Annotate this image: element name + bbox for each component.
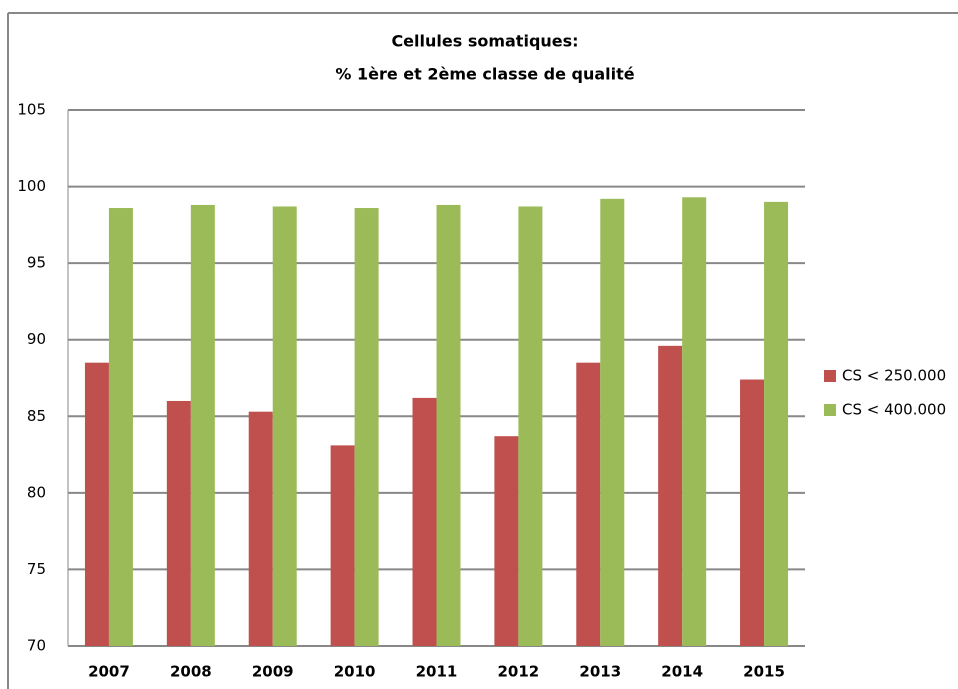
y-tick-label: 95 (27, 254, 46, 272)
y-tick-label: 90 (27, 330, 46, 348)
bar (84, 362, 109, 646)
chart-title: Cellules somatiques: (391, 32, 578, 51)
legend-label: CS < 400.000 (842, 401, 946, 419)
chart-title: % 1ère et 2ème classe de qualité (335, 65, 634, 84)
y-tick-label: 100 (17, 177, 46, 195)
x-tick-label: 2008 (170, 663, 212, 681)
bar (190, 204, 215, 646)
bar (108, 208, 133, 647)
bar (764, 201, 789, 646)
bar (330, 445, 355, 646)
bar (412, 397, 437, 646)
legend-swatch (824, 404, 836, 416)
legend-label: CS < 250.000 (842, 367, 946, 385)
bar (272, 206, 297, 647)
x-tick-label: 2011 (416, 663, 458, 681)
y-tick-label: 105 (17, 101, 46, 119)
bar (658, 345, 683, 646)
x-tick-label: 2007 (88, 663, 130, 681)
y-tick-label: 75 (27, 560, 46, 578)
bar (166, 400, 191, 646)
x-tick-label: 2010 (334, 663, 376, 681)
bar (518, 206, 543, 647)
bar (354, 208, 379, 647)
bar (682, 197, 707, 646)
y-tick-label: 85 (27, 407, 46, 425)
legend-swatch (824, 370, 836, 382)
bar (436, 204, 461, 646)
y-tick-label: 70 (27, 637, 46, 655)
bar (494, 436, 519, 646)
x-tick-label: 2009 (252, 663, 294, 681)
y-tick-label: 80 (27, 483, 46, 501)
bar (740, 379, 765, 646)
bar (576, 362, 601, 646)
x-tick-label: 2013 (579, 663, 621, 681)
x-tick-label: 2014 (661, 663, 703, 681)
bar (248, 411, 273, 646)
bar (600, 198, 625, 646)
x-tick-label: 2015 (743, 663, 785, 681)
x-tick-label: 2012 (498, 663, 540, 681)
